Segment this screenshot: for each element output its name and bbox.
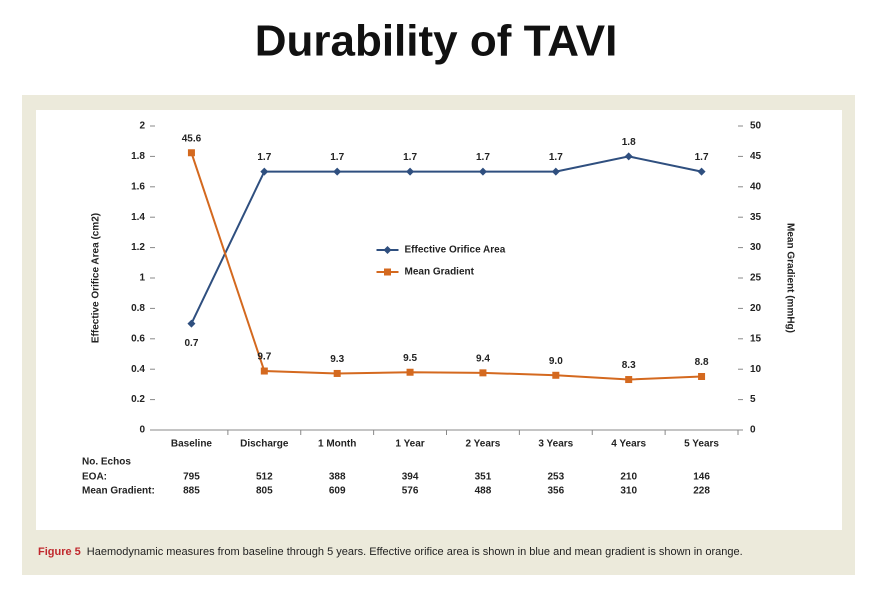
marker <box>479 369 487 377</box>
data-label: 9.5 <box>403 353 417 364</box>
marker <box>551 167 560 176</box>
y2-tick-label: 0 <box>750 425 756 436</box>
table-cell: 488 <box>475 486 492 497</box>
plot: 00.20.40.60.811.21.41.61.820510152025303… <box>82 121 795 497</box>
caption-label: Figure 5 <box>38 546 81 558</box>
y-tick-label: 1 <box>139 273 145 284</box>
table-cell: 388 <box>329 472 346 483</box>
legend-label: Effective Orifice Area <box>405 245 506 256</box>
y-tick-label: 1.6 <box>131 181 145 192</box>
data-label: 1.7 <box>330 152 344 163</box>
table-cell: 228 <box>693 486 710 497</box>
x-tick-label: 1 Month <box>318 439 356 450</box>
marker <box>333 167 342 176</box>
y2-tick-label: 40 <box>750 181 762 192</box>
y-tick-label: 1.8 <box>131 151 145 162</box>
data-label: 1.7 <box>695 152 709 163</box>
caption: Figure 5 Haemodynamic measures from basel… <box>38 546 743 558</box>
table-header: No. Echos <box>82 457 131 468</box>
y-tick-label: 0.2 <box>131 394 145 405</box>
data-label: 8.3 <box>622 360 636 371</box>
marker <box>624 152 633 161</box>
table-cell: 609 <box>329 486 346 497</box>
marker <box>698 372 706 380</box>
data-label: 1.8 <box>622 137 636 148</box>
y2-tick-label: 10 <box>750 364 762 375</box>
marker <box>697 167 706 176</box>
y2-tick-label: 35 <box>750 212 762 223</box>
table-row-label: EOA: <box>82 472 107 483</box>
marker <box>625 376 633 384</box>
x-tick-label: 2 Years <box>466 439 501 450</box>
y-tick-label: 0.6 <box>131 333 145 344</box>
y2-tick-label: 50 <box>750 121 762 132</box>
y2-tick-label: 15 <box>750 333 762 344</box>
data-label: 1.7 <box>476 152 490 163</box>
series-line <box>190 152 702 381</box>
table-cell: 356 <box>547 486 564 497</box>
x-tick-label: 4 Years <box>611 439 646 450</box>
data-label: 45.6 <box>182 133 202 144</box>
marker <box>552 371 560 379</box>
x-tick-label: 3 Years <box>538 439 573 450</box>
marker <box>260 167 269 176</box>
table-cell: 210 <box>620 472 637 483</box>
y2-tick-label: 30 <box>750 242 762 253</box>
table-cell: 805 <box>256 486 273 497</box>
marker <box>478 167 487 176</box>
table-cell: 253 <box>547 472 564 483</box>
data-label: 9.3 <box>330 354 344 365</box>
x-tick-label: Discharge <box>240 439 289 450</box>
table-cell: 885 <box>183 486 200 497</box>
y2-axis-label: Mean Gradient (mmHg) <box>784 223 795 333</box>
marker <box>384 268 391 276</box>
table-cell: 146 <box>693 472 710 483</box>
marker <box>383 246 392 254</box>
chart-area <box>36 110 842 530</box>
y-tick-label: 1.4 <box>131 212 145 223</box>
table-cell: 310 <box>620 486 637 497</box>
y2-tick-label: 20 <box>750 303 762 314</box>
table-cell: 795 <box>183 472 200 483</box>
table-cell: 394 <box>402 472 419 483</box>
data-label: 1.7 <box>549 152 563 163</box>
marker <box>406 167 415 176</box>
legend-label: Mean Gradient <box>405 267 475 278</box>
data-label: 9.4 <box>476 353 490 364</box>
y-tick-label: 0.4 <box>131 364 145 375</box>
data-label: 8.8 <box>695 357 709 368</box>
data-label: 9.0 <box>549 356 563 367</box>
table-cell: 351 <box>475 472 492 483</box>
series-line <box>190 155 702 325</box>
caption-text: Haemodynamic measures from baseline thro… <box>87 546 743 558</box>
y2-tick-label: 5 <box>750 394 756 405</box>
marker <box>187 149 195 157</box>
y-axis-label: Effective Orifice Area (cm2) <box>91 213 102 343</box>
table-row-label: Mean Gradient: <box>82 486 155 497</box>
y-tick-label: 0.8 <box>131 303 145 314</box>
marker <box>333 369 341 377</box>
y2-tick-label: 45 <box>750 151 762 162</box>
x-tick-label: 1 Year <box>395 439 424 450</box>
marker <box>187 319 196 328</box>
data-label: 9.7 <box>257 352 271 363</box>
data-label: 0.7 <box>184 338 198 349</box>
y-tick-label: 1.2 <box>131 242 145 253</box>
table-cell: 512 <box>256 472 273 483</box>
data-label: 1.7 <box>257 152 271 163</box>
data-label: 1.7 <box>403 152 417 163</box>
x-tick-label: 5 Years <box>684 439 719 450</box>
marker <box>406 368 414 376</box>
y-tick-label: 0 <box>139 425 145 436</box>
x-tick-label: Baseline <box>171 439 213 450</box>
marker <box>260 367 268 375</box>
y2-tick-label: 25 <box>750 273 762 284</box>
slide-title: Durability of TAVI <box>255 17 618 66</box>
y-tick-label: 2 <box>139 121 145 132</box>
table-cell: 576 <box>402 486 419 497</box>
